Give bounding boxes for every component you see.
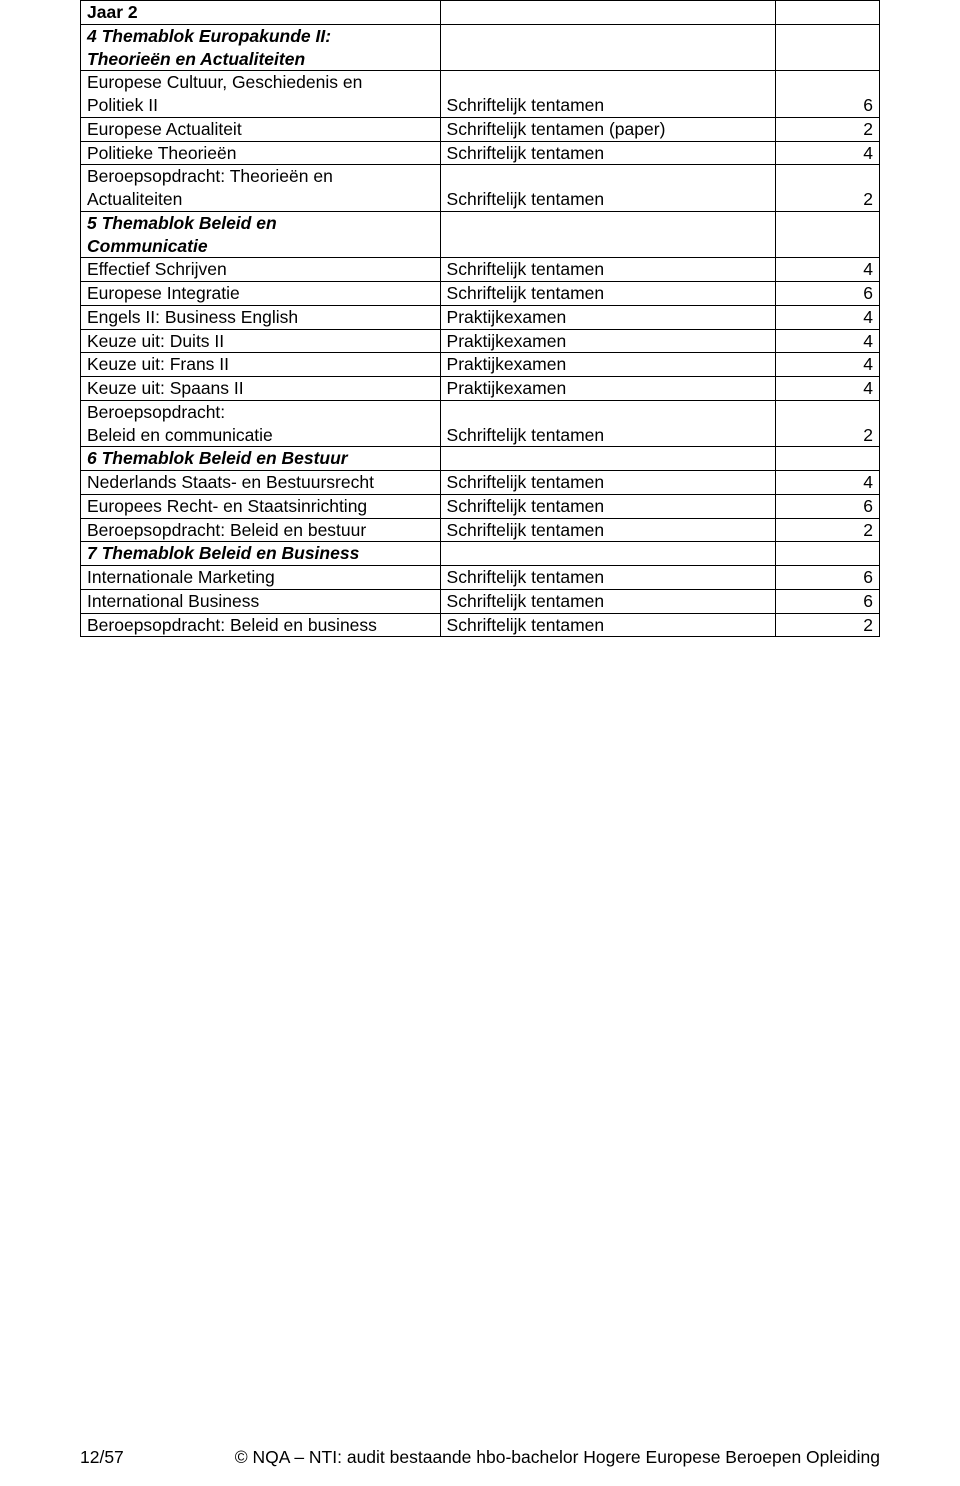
table-row: Keuze uit: Duits IIPraktijkexamen4 [81, 329, 880, 353]
cell-credits: 2 [776, 117, 880, 141]
cell-exam: Schriftelijk tentamen [440, 566, 776, 590]
cell-subject: 6 Themablok Beleid en Bestuur [81, 447, 441, 471]
table-row: Nederlands Staats- en BestuursrechtSchri… [81, 471, 880, 495]
cell-exam: Schriftelijk tentamen [440, 613, 776, 637]
table-row: Beroepsopdracht: Theorieën enActualiteit… [81, 165, 880, 212]
table-row: Effectief SchrijvenSchriftelijk tentamen… [81, 258, 880, 282]
cell-credits [776, 542, 880, 566]
cell-exam [440, 447, 776, 471]
table-row: Keuze uit: Frans IIPraktijkexamen4 [81, 353, 880, 377]
cell-credits: 4 [776, 141, 880, 165]
cell-subject: Europees Recht- en Staatsinrichting [81, 494, 441, 518]
cell-credits: 4 [776, 305, 880, 329]
cell-exam: Schriftelijk tentamen [440, 400, 776, 447]
cell-subject: Keuze uit: Duits II [81, 329, 441, 353]
cell-subject: Effectief Schrijven [81, 258, 441, 282]
cell-subject: Europese Integratie [81, 282, 441, 306]
cell-subject: International Business [81, 589, 441, 613]
cell-credits [776, 447, 880, 471]
table-row: Jaar 2 [81, 1, 880, 25]
table-row: Engels II: Business EnglishPraktijkexame… [81, 305, 880, 329]
cell-subject: Keuze uit: Frans II [81, 353, 441, 377]
cell-exam: Schriftelijk tentamen (paper) [440, 117, 776, 141]
cell-subject: Internationale Marketing [81, 566, 441, 590]
table-row: Beroepsopdracht:Beleid en communicatie S… [81, 400, 880, 447]
cell-exam: Praktijkexamen [440, 377, 776, 401]
footer-text: © NQA – NTI: audit bestaande hbo-bachelo… [235, 1447, 880, 1468]
table-row: 5 Themablok Beleid enCommunicatie [81, 211, 880, 258]
cell-credits: 2 [776, 613, 880, 637]
cell-exam [440, 24, 776, 71]
cell-subject: Keuze uit: Spaans II [81, 377, 441, 401]
cell-exam [440, 542, 776, 566]
table-row: 4 Themablok Europakunde II:Theorieën en … [81, 24, 880, 71]
cell-subject: 4 Themablok Europakunde II:Theorieën en … [81, 24, 441, 71]
cell-credits [776, 1, 880, 25]
cell-subject: Beroepsopdracht: Beleid en bestuur [81, 518, 441, 542]
cell-credits [776, 211, 880, 258]
table-row: Europese Cultuur, Geschiedenis enPolitie… [81, 71, 880, 118]
cell-exam [440, 1, 776, 25]
cell-credits: 4 [776, 258, 880, 282]
table-row: Keuze uit: Spaans IIPraktijkexamen4 [81, 377, 880, 401]
cell-exam: Schriftelijk tentamen [440, 518, 776, 542]
table-row: Europees Recht- en StaatsinrichtingSchri… [81, 494, 880, 518]
cell-exam: Praktijkexamen [440, 353, 776, 377]
cell-exam [440, 211, 776, 258]
cell-exam: Schriftelijk tentamen [440, 589, 776, 613]
cell-credits: 4 [776, 377, 880, 401]
cell-credits: 4 [776, 353, 880, 377]
cell-subject: Nederlands Staats- en Bestuursrecht [81, 471, 441, 495]
cell-credits: 4 [776, 329, 880, 353]
cell-credits: 6 [776, 282, 880, 306]
cell-credits: 2 [776, 400, 880, 447]
cell-exam: Schriftelijk tentamen [440, 258, 776, 282]
table-row: Europese IntegratieSchriftelijk tentamen… [81, 282, 880, 306]
page-footer: 12/57 © NQA – NTI: audit bestaande hbo-b… [80, 1447, 880, 1468]
cell-credits: 2 [776, 518, 880, 542]
cell-credits: 6 [776, 589, 880, 613]
cell-subject: 5 Themablok Beleid enCommunicatie [81, 211, 441, 258]
cell-exam: Schriftelijk tentamen [440, 494, 776, 518]
cell-subject: Beroepsopdracht: Beleid en business [81, 613, 441, 637]
cell-subject: Europese Actualiteit [81, 117, 441, 141]
cell-credits: 6 [776, 71, 880, 118]
curriculum-table: Jaar 24 Themablok Europakunde II:Theorie… [80, 0, 880, 637]
cell-credits: 6 [776, 494, 880, 518]
cell-subject: 7 Themablok Beleid en Business [81, 542, 441, 566]
cell-subject: Beroepsopdracht: Theorieën enActualiteit… [81, 165, 441, 212]
table-row: 6 Themablok Beleid en Bestuur [81, 447, 880, 471]
cell-exam: Praktijkexamen [440, 329, 776, 353]
cell-subject: Engels II: Business English [81, 305, 441, 329]
cell-exam: Schriftelijk tentamen [440, 71, 776, 118]
cell-credits: 2 [776, 165, 880, 212]
page: Jaar 24 Themablok Europakunde II:Theorie… [0, 0, 960, 1486]
cell-credits: 6 [776, 566, 880, 590]
table-row: Europese ActualiteitSchriftelijk tentame… [81, 117, 880, 141]
cell-exam: Praktijkexamen [440, 305, 776, 329]
cell-credits: 4 [776, 471, 880, 495]
cell-credits [776, 24, 880, 71]
cell-subject: Jaar 2 [81, 1, 441, 25]
cell-exam: Schriftelijk tentamen [440, 471, 776, 495]
cell-exam: Schriftelijk tentamen [440, 141, 776, 165]
table-row: Internationale MarketingSchriftelijk ten… [81, 566, 880, 590]
table-row: Beroepsopdracht: Beleid en businessSchri… [81, 613, 880, 637]
table-row: International BusinessSchriftelijk tenta… [81, 589, 880, 613]
cell-exam: Schriftelijk tentamen [440, 165, 776, 212]
cell-exam: Schriftelijk tentamen [440, 282, 776, 306]
table-row: Politieke TheorieënSchriftelijk tentamen… [81, 141, 880, 165]
cell-subject: Beroepsopdracht:Beleid en communicatie [81, 400, 441, 447]
table-row: Beroepsopdracht: Beleid en bestuurSchrif… [81, 518, 880, 542]
cell-subject: Europese Cultuur, Geschiedenis enPolitie… [81, 71, 441, 118]
page-number: 12/57 [80, 1447, 124, 1468]
table-row: 7 Themablok Beleid en Business [81, 542, 880, 566]
cell-subject: Politieke Theorieën [81, 141, 441, 165]
